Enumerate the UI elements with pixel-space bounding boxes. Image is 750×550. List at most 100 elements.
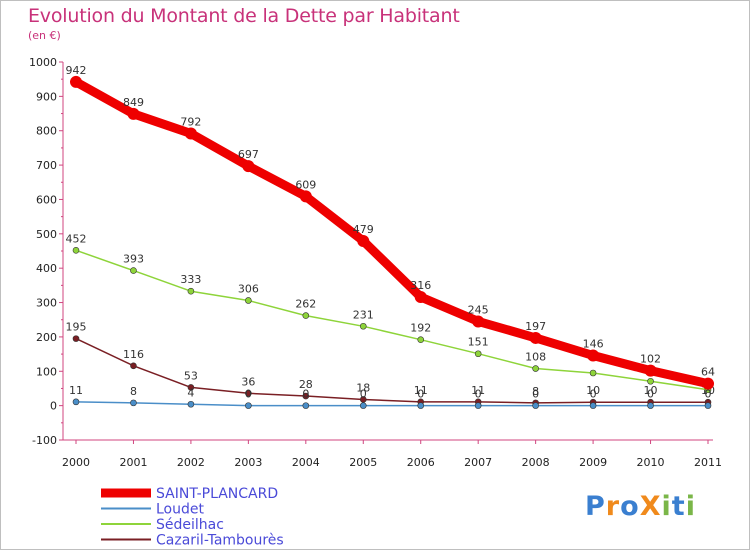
chart-title: Evolution du Montant de la Dette par Hab…	[28, 5, 460, 27]
logo-letter: o	[620, 491, 640, 522]
proxiti-logo: ProXiti	[585, 491, 696, 522]
data-point-sedeilhac	[302, 312, 310, 319]
x-tick-label: 2002	[177, 456, 205, 469]
x-tick-label: 2009	[579, 456, 607, 469]
data-label-cazaril-tamboures: 36	[241, 375, 255, 388]
legend-label-saint-plancard: SAINT-PLANCARD	[156, 486, 278, 502]
data-point-sedeilhac	[417, 336, 425, 343]
data-point-loudet	[704, 402, 712, 409]
data-point-cazaril-tamboures	[302, 392, 310, 400]
y-tick-label: 500	[36, 228, 57, 241]
y-tick-label: 900	[36, 90, 57, 103]
data-label-cazaril-tamboures: 11	[471, 384, 485, 397]
x-tick-label: 2007	[464, 456, 492, 469]
x-tick-label: 2010	[637, 456, 665, 469]
logo-letter: r	[605, 491, 621, 522]
data-label-sedeilhac: 393	[123, 253, 144, 266]
y-tick-label: 400	[36, 262, 57, 275]
data-label-cazaril-tamboures: 53	[184, 369, 198, 382]
legend-label-loudet: Loudet	[156, 502, 204, 518]
data-point-cazaril-tamboures	[245, 389, 252, 397]
data-point-sedeilhac	[130, 267, 137, 274]
y-tick-label: 800	[36, 125, 57, 138]
data-label-sedeilhac: 192	[410, 322, 431, 335]
x-tick-label: 2008	[522, 456, 550, 469]
data-point-loudet	[474, 402, 482, 409]
series-line-loudet	[75, 401, 709, 407]
data-label-loudet: 0	[647, 388, 654, 401]
data-label-saint-plancard: 316	[410, 279, 431, 292]
data-point-saint-plancard	[472, 315, 485, 328]
data-label-saint-plancard: 146	[583, 337, 604, 350]
data-label-loudet: 4	[187, 386, 194, 399]
legend-label-cazaril-tamboures: Cazaril-Tambourès	[156, 533, 284, 549]
data-point-saint-plancard	[299, 190, 312, 203]
data-label-saint-plancard: 792	[180, 115, 201, 128]
logo-letter: P	[585, 491, 606, 522]
data-point-saint-plancard	[702, 377, 714, 390]
data-point-sedeilhac	[359, 322, 367, 330]
data-label-loudet: 0	[590, 388, 597, 401]
data-point-saint-plancard	[414, 291, 427, 304]
data-point-loudet	[187, 400, 195, 408]
x-tick-label: 2005	[349, 456, 377, 469]
data-label-sedeilhac: 108	[525, 351, 546, 364]
data-point-loudet	[532, 402, 539, 409]
data-point-loudet	[589, 402, 597, 409]
data-label-sedeilhac: 151	[468, 336, 489, 349]
logo-letter: i	[661, 491, 672, 522]
data-label-saint-plancard: 479	[353, 223, 374, 236]
data-label-saint-plancard: 102	[640, 353, 661, 366]
series-line-cazaril-tamboures	[75, 337, 709, 404]
data-point-saint-plancard	[242, 160, 255, 173]
data-point-cazaril-tamboures	[130, 362, 137, 370]
data-label-loudet: 0	[475, 388, 482, 401]
data-label-sedeilhac: 333	[180, 273, 201, 286]
y-tick-label: 600	[36, 193, 57, 206]
data-point-sedeilhac	[532, 365, 539, 372]
data-point-loudet	[359, 402, 367, 409]
data-point-saint-plancard	[644, 364, 657, 377]
y-tick-label: 200	[36, 331, 57, 344]
data-label-loudet: 0	[302, 388, 309, 401]
data-label-saint-plancard: 849	[123, 96, 144, 109]
data-point-loudet	[417, 402, 425, 409]
data-label-sedeilhac: 452	[66, 232, 87, 245]
data-label-cazaril-tamboures: 195	[66, 321, 87, 334]
data-point-sedeilhac	[589, 369, 597, 377]
x-tick-label: 2003	[234, 456, 262, 469]
data-label-saint-plancard: 245	[468, 303, 489, 316]
data-label-saint-plancard: 942	[66, 64, 87, 77]
data-label-cazaril-tamboures: 28	[299, 378, 313, 391]
y-tick-label: 0	[50, 400, 57, 413]
data-point-saint-plancard	[587, 349, 600, 362]
data-point-saint-plancard	[127, 107, 140, 120]
data-label-loudet: 0	[532, 388, 539, 401]
logo-letter: t	[671, 491, 686, 522]
x-tick-label: 2006	[407, 456, 435, 469]
data-point-cazaril-tamboures	[187, 384, 195, 391]
data-label-cazaril-tamboures: 10	[586, 384, 600, 397]
data-label-cazaril-tamboures: 8	[532, 385, 539, 398]
data-point-loudet	[72, 398, 80, 406]
data-point-sedeilhac	[647, 377, 654, 385]
data-label-saint-plancard: 609	[295, 178, 316, 191]
data-label-cazaril-tamboures: 11	[414, 384, 428, 397]
logo-letter: X	[639, 491, 662, 522]
data-point-cazaril-tamboures	[72, 335, 80, 342]
data-label-sedeilhac: 306	[238, 282, 259, 295]
data-label-cazaril-tamboures: 10	[644, 384, 658, 397]
data-point-loudet	[130, 399, 137, 407]
data-label-loudet: 0	[417, 388, 424, 401]
y-tick-label: 100	[36, 365, 57, 378]
data-point-sedeilhac	[187, 287, 195, 295]
x-tick-label: 2011	[694, 456, 722, 469]
data-point-saint-plancard	[184, 127, 197, 140]
data-point-loudet	[647, 402, 654, 409]
x-tick-label: 2004	[292, 456, 320, 469]
data-point-sedeilhac	[72, 247, 80, 254]
data-label-sedeilhac: 262	[295, 298, 316, 311]
data-label-sedeilhac: 231	[353, 308, 374, 321]
data-label-cazaril-tamboures: 18	[356, 381, 370, 394]
